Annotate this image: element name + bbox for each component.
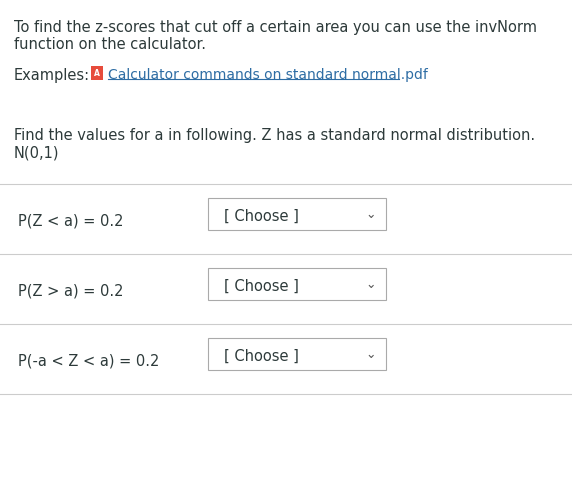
Text: N(0,1): N(0,1) [14,146,59,161]
FancyBboxPatch shape [208,338,386,370]
Text: P(-a < Z < a) = 0.2: P(-a < Z < a) = 0.2 [18,353,160,368]
Text: Calculator commands on standard normal.pdf: Calculator commands on standard normal.p… [108,68,428,82]
Text: [ Choose ]: [ Choose ] [224,209,299,224]
Text: function on the calculator.: function on the calculator. [14,37,206,52]
Text: ⌄: ⌄ [366,208,376,221]
Text: ⌄: ⌄ [366,348,376,361]
Text: Find the values for a in following. Z has a standard normal distribution.: Find the values for a in following. Z ha… [14,128,535,143]
Text: Examples:: Examples: [14,68,90,83]
Text: [ Choose ]: [ Choose ] [224,348,299,363]
FancyBboxPatch shape [208,198,386,230]
FancyBboxPatch shape [208,269,386,301]
Text: ⌄: ⌄ [366,278,376,291]
Text: To find the z-scores that cut off a certain area you can use the invNorm: To find the z-scores that cut off a cert… [14,20,537,35]
Text: A: A [94,69,100,78]
Text: [ Choose ]: [ Choose ] [224,278,299,293]
Text: P(Z < a) = 0.2: P(Z < a) = 0.2 [18,213,124,228]
Text: P(Z > a) = 0.2: P(Z > a) = 0.2 [18,284,124,298]
FancyBboxPatch shape [91,67,103,81]
